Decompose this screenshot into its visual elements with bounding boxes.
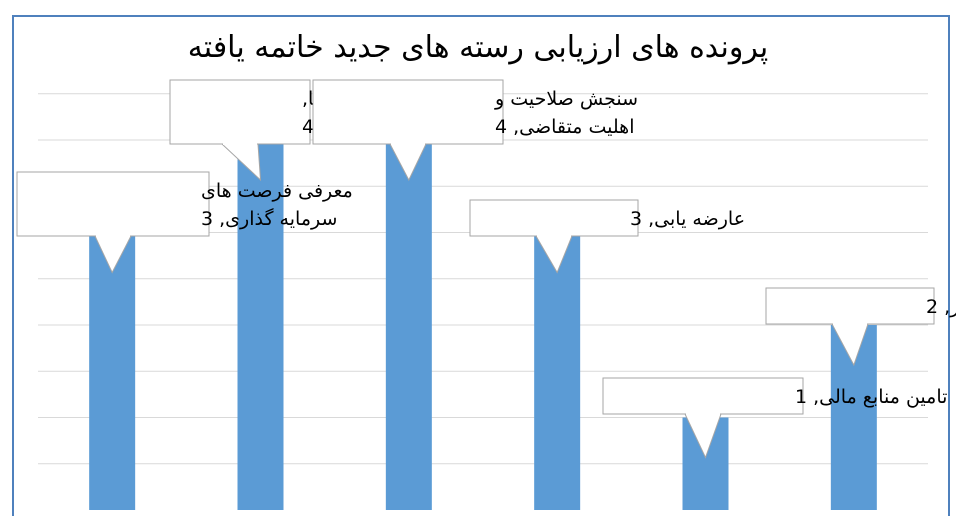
- data-label: معرفی فرصت های: [201, 180, 353, 202]
- data-label: عارضه یابی, 3: [630, 208, 745, 230]
- bar-2: [237, 140, 284, 510]
- data-label: سرمایه گذاری, 3: [201, 207, 337, 230]
- data-label-box: [312, 79, 504, 145]
- data-label: سنجش صلاحیت و: [494, 88, 638, 110]
- data-label: 4: [302, 116, 314, 138]
- data-label-box: [469, 199, 639, 237]
- data-label-box: [169, 79, 311, 145]
- bar-3: [385, 140, 432, 510]
- chart-title: پرونده های ارزیابی رسته های جدید خاتمه ی…: [187, 30, 769, 65]
- data-label-box: [765, 287, 935, 325]
- bar-1: [89, 232, 136, 510]
- data-label: تامین منابع مالی, 1: [795, 386, 947, 408]
- data-label-box: [602, 377, 804, 415]
- bars: [89, 140, 877, 510]
- data-label: مطالعه بازار, 2: [926, 296, 956, 318]
- chart-border: [12, 15, 950, 516]
- data-label-box: [16, 171, 210, 237]
- data-label: اهلیت متقاضی, 4: [495, 116, 634, 138]
- bar-4: [534, 232, 581, 510]
